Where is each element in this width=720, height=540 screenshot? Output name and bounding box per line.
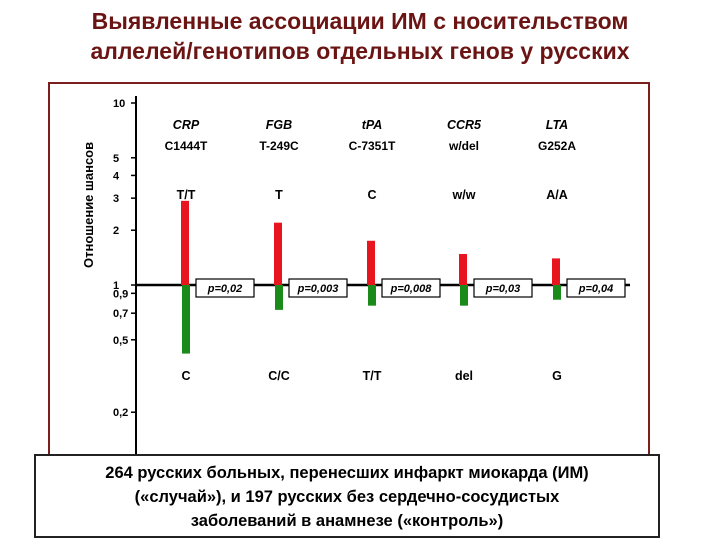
risk-bar bbox=[459, 254, 467, 285]
p-value-box bbox=[195, 278, 255, 298]
slide-title: Выявленные ассоциации ИМ с носительством… bbox=[0, 6, 720, 66]
gene-variant: T-249C bbox=[259, 139, 299, 153]
protective-bar bbox=[553, 285, 561, 300]
up-genotype-label: C bbox=[367, 188, 376, 202]
slide-title-line2: аллелей/генотипов отдельных генов у русс… bbox=[90, 38, 630, 64]
risk-bar bbox=[552, 258, 560, 285]
gene-name: CCR5 bbox=[447, 118, 482, 132]
caption-line1: 264 русских больных, перенесших инфаркт … bbox=[105, 464, 589, 482]
down-genotype-label: C bbox=[181, 369, 190, 383]
down-genotype-label: G bbox=[552, 369, 562, 383]
up-genotype-label: A/A bbox=[546, 188, 568, 202]
chart-frame bbox=[48, 82, 650, 462]
y-tick-label: 0,7 bbox=[113, 308, 128, 320]
p-value-box bbox=[473, 278, 533, 298]
caption-line2: («случай»), и 197 русских без сердечно-с… bbox=[134, 488, 560, 506]
down-genotype-label: del bbox=[455, 369, 473, 383]
p-value-box bbox=[288, 278, 348, 298]
caption-line3: заболеваний в анамнезе («контроль») bbox=[190, 512, 504, 530]
protective-bar bbox=[275, 285, 283, 310]
up-genotype-label: w/w bbox=[452, 188, 476, 202]
p-value-label: p=0,02 bbox=[207, 283, 243, 295]
protective-bar bbox=[460, 285, 468, 306]
risk-bar bbox=[274, 222, 282, 285]
up-genotype-label: T bbox=[275, 188, 283, 202]
y-tick-label: 4 bbox=[113, 170, 120, 182]
caption-box: 264 русских больных, перенесших инфаркт … bbox=[34, 454, 660, 538]
slide-title-line1: Выявленные ассоциации ИМ с носительством bbox=[91, 8, 629, 34]
gene-variant: G252A bbox=[538, 139, 576, 153]
protective-bar bbox=[182, 285, 190, 354]
gene-name: FGB bbox=[266, 118, 292, 132]
y-tick-label: 0,2 bbox=[113, 407, 128, 419]
risk-bar bbox=[367, 240, 375, 285]
y-tick-label: 10 bbox=[113, 98, 125, 110]
y-tick-label: 1 bbox=[113, 280, 119, 292]
risk-bar bbox=[181, 200, 189, 285]
p-value-label: p=0,003 bbox=[297, 283, 339, 295]
gene-variant: C-7351T bbox=[349, 139, 396, 153]
y-axis-title: Отношение шансов bbox=[81, 142, 96, 268]
down-genotype-label: T/T bbox=[363, 369, 382, 383]
y-tick-label: 0,5 bbox=[113, 335, 128, 347]
gene-name: CRP bbox=[173, 118, 200, 132]
gene-variant: w/del bbox=[448, 139, 479, 153]
p-value-label: p=0,04 bbox=[578, 283, 614, 295]
down-genotype-label: C/C bbox=[268, 369, 290, 383]
gene-name: tPA bbox=[362, 118, 383, 132]
p-value-box bbox=[381, 278, 441, 298]
gene-variant: C1444T bbox=[165, 139, 208, 153]
y-tick-label: 5 bbox=[113, 153, 119, 165]
up-genotype-label: T/T bbox=[177, 188, 196, 202]
y-tick-label: 3 bbox=[113, 193, 119, 205]
p-value-label: p=0,008 bbox=[390, 283, 433, 295]
gene-name: LTA bbox=[546, 118, 568, 132]
protective-bar bbox=[368, 285, 376, 306]
p-value-label: p=0,03 bbox=[485, 283, 521, 295]
p-value-box bbox=[566, 278, 626, 298]
y-tick-label: 2 bbox=[113, 225, 119, 237]
y-tick-label: 0,9 bbox=[113, 288, 128, 300]
